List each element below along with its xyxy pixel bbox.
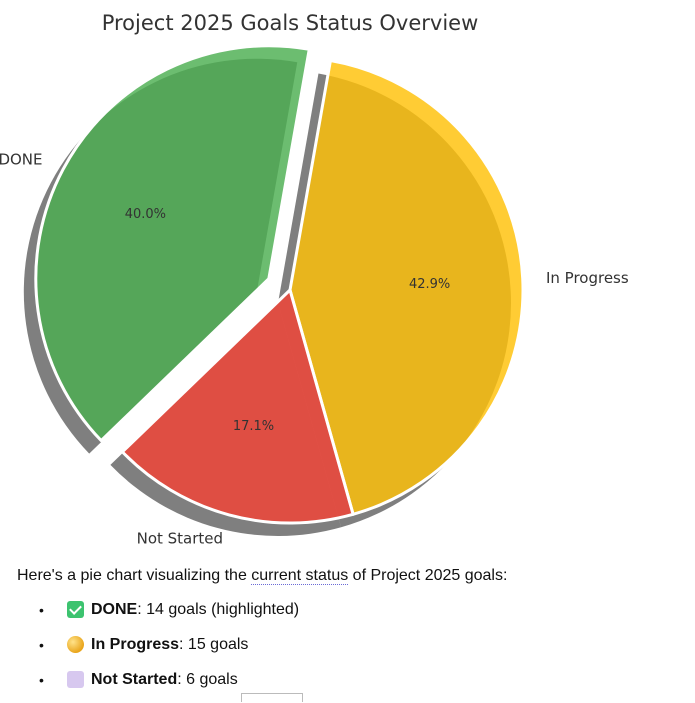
pie-chart-svg: Project 2025 Goals Status Overview 42.9%… [0, 11, 629, 547]
in-progress-detail: : 15 goals [179, 636, 249, 653]
purple-square-icon [67, 671, 84, 688]
slice-label-not-started: Not Started [137, 529, 223, 547]
bullet: • [39, 672, 44, 688]
pct-label-done: 40.0% [125, 207, 166, 222]
check-mark-icon [67, 601, 84, 618]
done-detail: : 14 goals (highlighted) [137, 601, 300, 618]
pct-label-in-progress: 42.9% [409, 277, 450, 292]
chart-description: Here's a pie chart visualizing the curre… [17, 567, 507, 585]
yellow-circle-icon [67, 636, 84, 653]
intro-text-after: of Project 2025 goals: [348, 567, 508, 584]
slice-not-started [120, 288, 355, 525]
not-started-detail: : 6 goals [177, 671, 238, 688]
bullet: • [39, 637, 44, 653]
slice-in-progress [288, 59, 525, 516]
done-label: DONE [91, 601, 138, 618]
not-started-label: Not Started [91, 671, 178, 688]
list-item-in-progress: • In Progress: 15 goals [0, 633, 299, 668]
list-item-done: • DONE: 14 goals (highlighted) [0, 598, 299, 633]
intro-text-before: Here's a pie chart visualizing the [17, 567, 252, 584]
pct-label-not-started: 17.1% [233, 419, 274, 434]
slice-label-in-progress: In Progress [546, 269, 629, 287]
current-status-link[interactable]: current status [251, 567, 349, 585]
list-item-not-started: • Not Started: 6 goals [0, 668, 299, 703]
bullet: • [39, 602, 44, 618]
in-progress-label: In Progress [91, 636, 180, 653]
status-list: • DONE: 14 goals (highlighted) • In Prog… [0, 598, 299, 703]
slice-done [34, 44, 311, 443]
pie-chart: Project 2025 Goals Status Overview 42.9%… [0, 11, 629, 547]
chart-title: Project 2025 Goals Status Overview [102, 11, 479, 35]
slice-label-done: DONE [0, 150, 43, 168]
